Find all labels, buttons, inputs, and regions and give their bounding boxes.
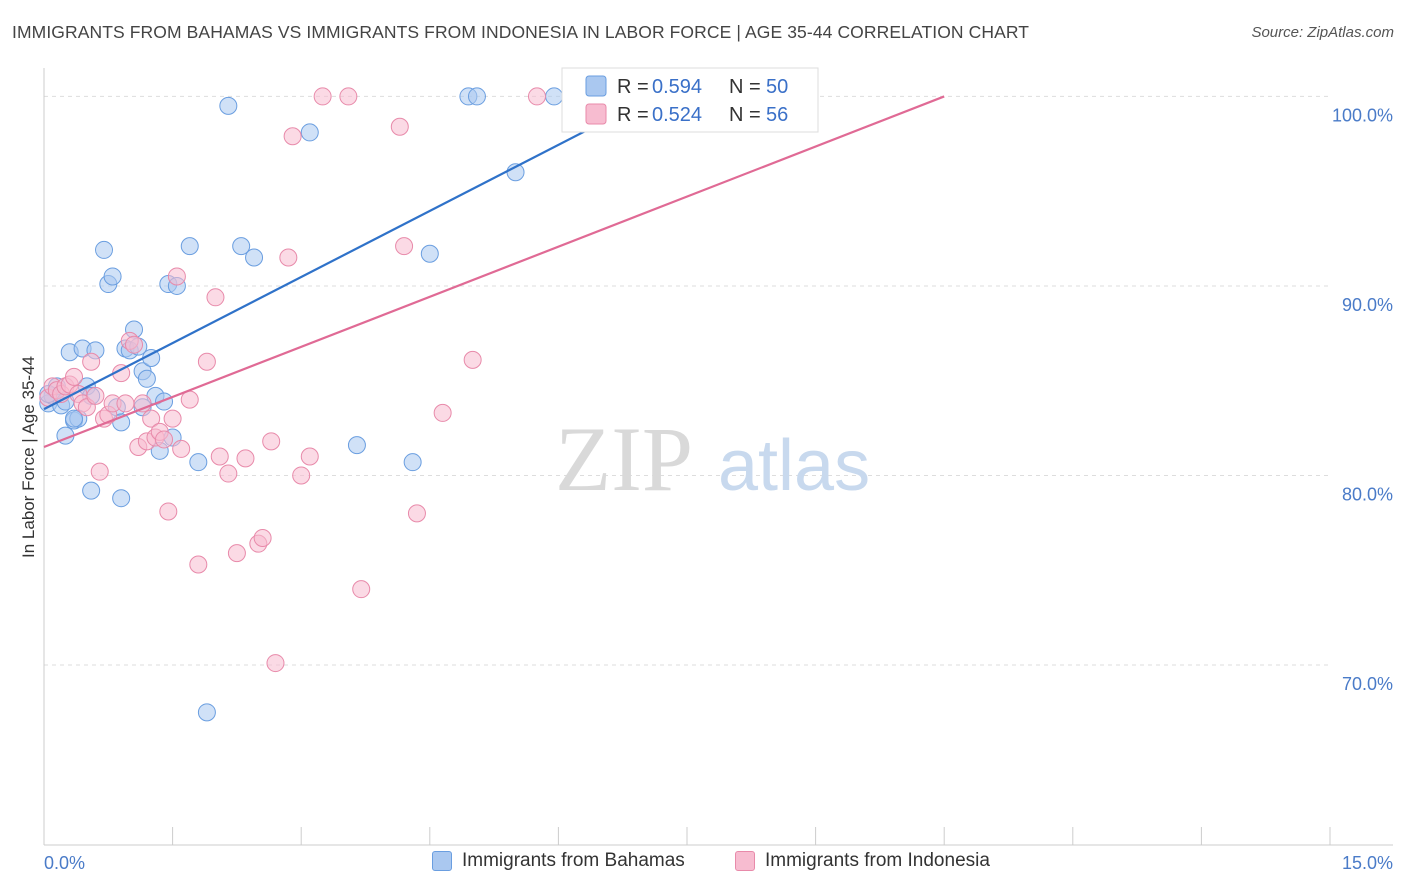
scatter-point-indonesia (283, 127, 302, 146)
scatter-point-indonesia (262, 432, 281, 451)
scatter-point-bahamas (467, 87, 486, 106)
scatter-point-indonesia (189, 555, 208, 574)
scatter-point-indonesia (197, 352, 216, 371)
y-tick-label: 90.0% (1342, 295, 1393, 315)
scatter-point-bahamas (197, 703, 216, 722)
scatter-point-bahamas (95, 240, 114, 259)
legend-item-indonesia: Immigrants from Indonesia (735, 850, 990, 872)
legend-swatch-indonesia (585, 103, 607, 125)
scatter-point-indonesia (125, 335, 144, 354)
scatter-point-indonesia (159, 502, 178, 521)
grid-layer (44, 95, 1330, 666)
legend-n-label-bahamas: N = (729, 76, 761, 98)
scatter-point-bahamas (232, 237, 251, 256)
watermark-atlas: atlas (718, 426, 870, 506)
trend-line-bahamas (43, 95, 654, 411)
y-axis-title: In Labor Force | Age 35-44 (19, 356, 38, 558)
scatter-point-indonesia (407, 504, 426, 523)
scatter-point-indonesia (86, 386, 105, 405)
legend-r-value-indonesia: 0.524 (652, 104, 702, 126)
scatter-point-bahamas (112, 489, 131, 508)
legend-n-label-indonesia: N = (729, 104, 761, 126)
scatter-point-indonesia (236, 449, 255, 468)
legend-swatch-bahamas-bottom (432, 851, 452, 871)
y-tick-label: 70.0% (1342, 674, 1393, 694)
scatter-point-indonesia (142, 409, 161, 428)
scatter-point-bahamas (103, 267, 122, 286)
legend-label-indonesia: Immigrants from Indonesia (765, 850, 990, 871)
y-tick-label: 80.0% (1342, 484, 1393, 504)
scatter-point-indonesia (266, 654, 285, 673)
scatter-point-indonesia (90, 462, 109, 481)
y-tick-label: 100.0% (1332, 105, 1393, 125)
scatter-point-indonesia (292, 466, 311, 485)
scatter-point-indonesia (227, 544, 246, 563)
scatter-point-bahamas (219, 96, 238, 115)
scatter-point-bahamas (245, 248, 264, 267)
scatter-point-indonesia (155, 430, 174, 449)
x-tick-label: 15.0% (1342, 853, 1393, 873)
scatter-point-indonesia (279, 248, 298, 267)
watermark: ZIP atlas (555, 408, 870, 510)
legend-n-value-bahamas: 50 (766, 76, 788, 98)
chart-title: IMMIGRANTS FROM BAHAMAS VS IMMIGRANTS FR… (12, 22, 1030, 42)
scatter-point-bahamas (155, 392, 174, 411)
legend-n-value-indonesia: 56 (766, 104, 788, 126)
scatter-point-bahamas (65, 409, 84, 428)
legend-swatch-indonesia-bottom (735, 851, 755, 871)
scatter-point-indonesia (163, 409, 182, 428)
scatter-point-bahamas (347, 436, 366, 455)
legend-label-bahamas: Immigrants from Bahamas (462, 850, 685, 871)
scatter-point-indonesia (167, 267, 186, 286)
scatter-point-bahamas (545, 87, 564, 106)
scatter-point-indonesia (390, 117, 409, 136)
points-layer (39, 87, 564, 722)
scatter-point-bahamas (420, 244, 439, 263)
legend-swatch-bahamas (585, 75, 607, 97)
scatter-point-indonesia (463, 350, 482, 369)
axis-layer: 100.0% 90.0% 80.0% 70.0% 0.0% 15.0% (43, 68, 1393, 873)
scatter-point-indonesia (116, 394, 135, 413)
scatter-point-indonesia (219, 464, 238, 483)
scatter-point-indonesia (433, 403, 452, 422)
chart-source: Source: ZipAtlas.com (1251, 24, 1394, 41)
legend-r-label-bahamas: R = (617, 76, 649, 98)
scatter-point-indonesia (339, 87, 358, 106)
scatter-point-indonesia (210, 447, 229, 466)
legend-r-value-bahamas: 0.594 (652, 76, 702, 98)
scatter-point-indonesia (395, 237, 414, 256)
scatter-point-indonesia (253, 528, 272, 547)
scatter-point-bahamas (82, 481, 101, 500)
trend-line-indonesia (43, 95, 945, 449)
scatter-point-bahamas (180, 237, 199, 256)
scatter-point-indonesia (300, 447, 319, 466)
scatter-point-bahamas (137, 369, 156, 388)
scatter-point-bahamas (300, 123, 319, 142)
x-tick-label: 0.0% (44, 853, 85, 873)
scatter-point-indonesia (313, 87, 332, 106)
scatter-point-indonesia (82, 352, 101, 371)
watermark-zip: ZIP (555, 408, 693, 510)
scatter-point-indonesia (172, 439, 191, 458)
correlation-legend: R = 0.594 N = 50 R = 0.524 N = 56 (561, 67, 819, 133)
legend-item-bahamas: Immigrants from Bahamas (432, 850, 685, 872)
scatter-point-bahamas (403, 453, 422, 472)
scatter-point-indonesia (65, 367, 84, 386)
scatter-point-indonesia (206, 288, 225, 307)
trend-layer (43, 95, 945, 449)
scatter-point-indonesia (352, 580, 371, 599)
scatter-point-indonesia (527, 87, 546, 106)
legend-r-label-indonesia: R = (617, 104, 649, 126)
scatter-point-bahamas (189, 453, 208, 472)
